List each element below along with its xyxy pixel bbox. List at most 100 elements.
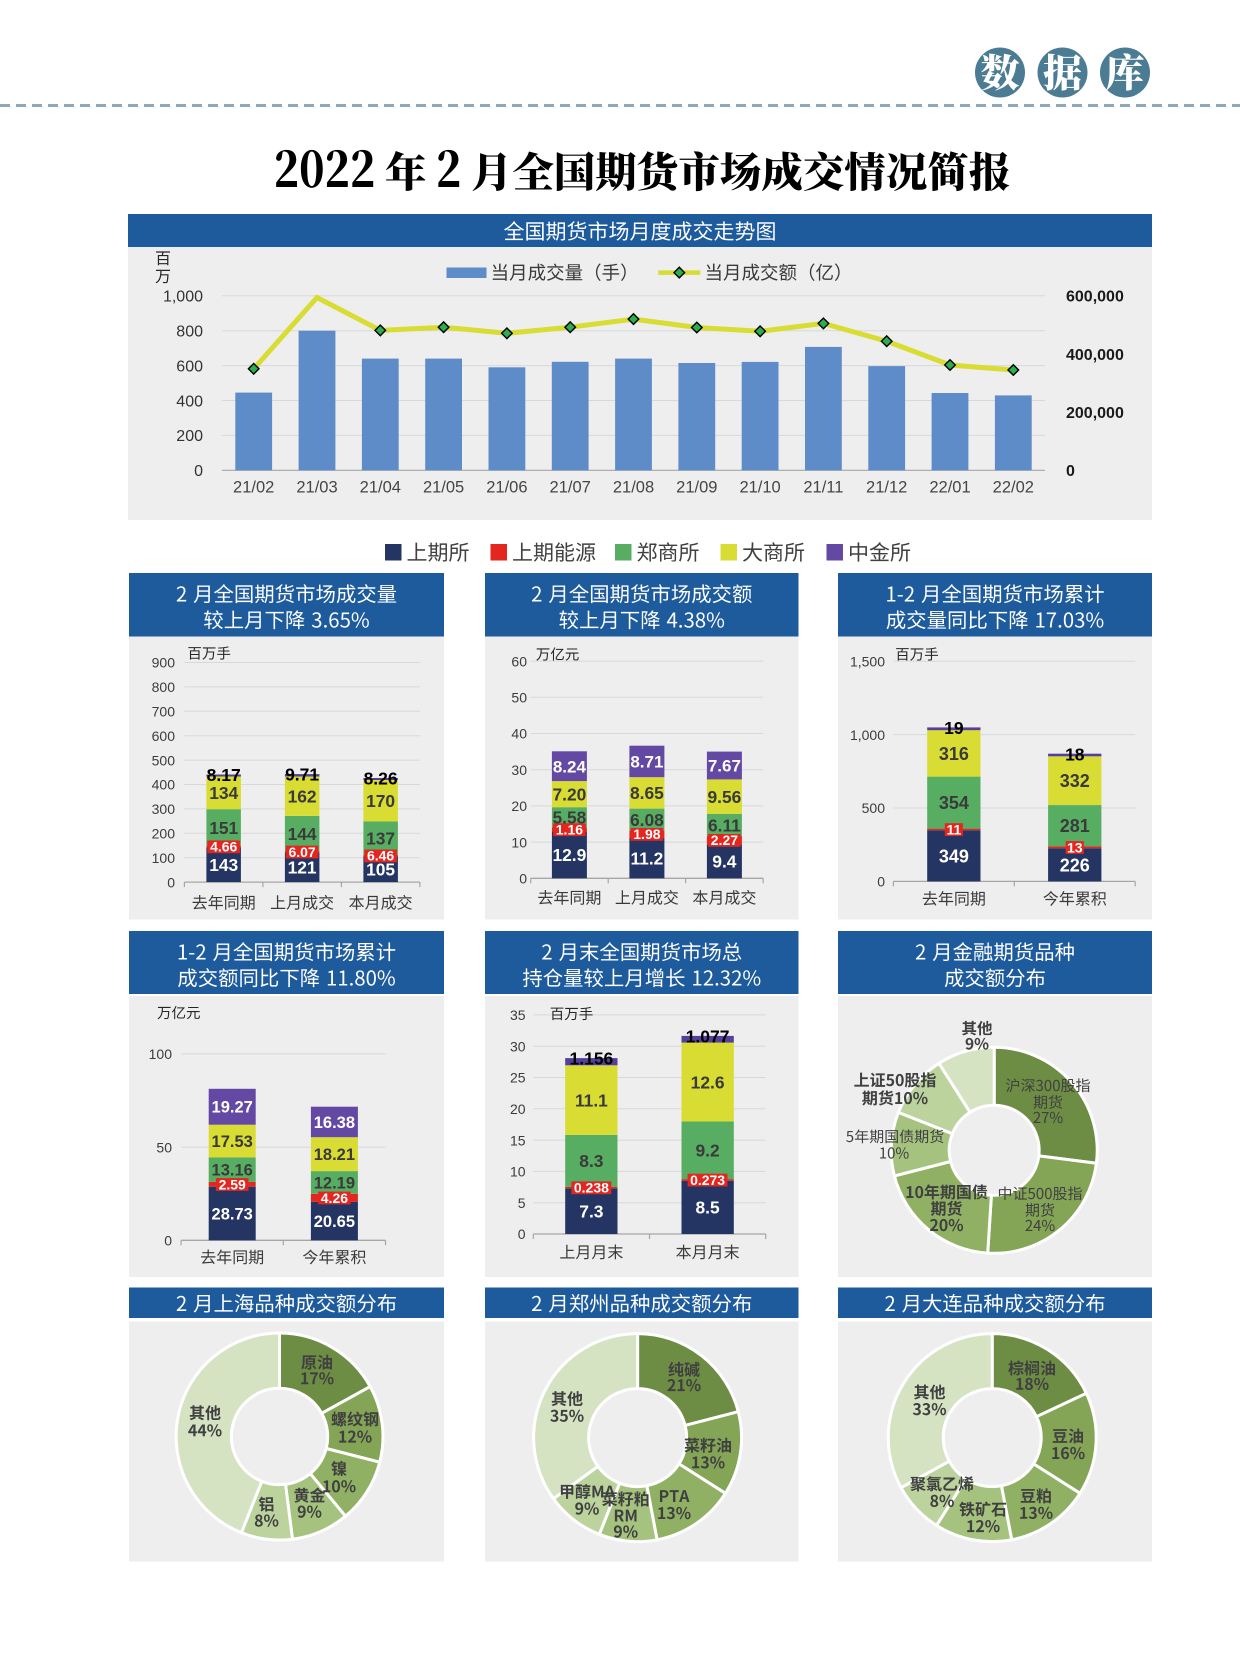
svg-text:11.2: 11.2 — [630, 848, 663, 868]
svg-text:0: 0 — [877, 874, 885, 890]
svg-text:121: 121 — [288, 858, 317, 878]
svg-text:8.3: 8.3 — [579, 1151, 604, 1171]
svg-text:349: 349 — [939, 846, 969, 866]
svg-text:12.6: 12.6 — [691, 1072, 725, 1092]
svg-text:0.238: 0.238 — [574, 1180, 609, 1196]
svg-text:354: 354 — [939, 793, 969, 813]
svg-text:9.4: 9.4 — [712, 852, 737, 872]
svg-text:22/01: 22/01 — [929, 479, 970, 497]
svg-text:6.11: 6.11 — [708, 815, 741, 835]
svg-text:12.19: 12.19 — [314, 1174, 355, 1192]
svg-text:9.2: 9.2 — [696, 1141, 720, 1161]
svg-text:8.5: 8.5 — [696, 1198, 721, 1218]
svg-text:28.73: 28.73 — [212, 1206, 253, 1224]
svg-text:25: 25 — [510, 1070, 526, 1086]
svg-text:332: 332 — [1060, 771, 1090, 791]
svg-text:21/02: 21/02 — [233, 479, 274, 497]
svg-text:1,000: 1,000 — [163, 289, 203, 306]
svg-text:4.66: 4.66 — [210, 839, 237, 855]
svg-text:0: 0 — [518, 1226, 526, 1242]
svg-text:17.53: 17.53 — [212, 1133, 253, 1151]
svg-text:0: 0 — [1066, 463, 1075, 480]
svg-text:30: 30 — [510, 1038, 526, 1054]
svg-text:0: 0 — [164, 1233, 172, 1249]
svg-text:500: 500 — [152, 752, 176, 768]
svg-text:60: 60 — [511, 653, 527, 669]
svg-text:19: 19 — [944, 718, 964, 738]
svg-text:50: 50 — [511, 690, 527, 706]
svg-text:1.98: 1.98 — [633, 826, 660, 842]
svg-text:800: 800 — [152, 679, 176, 695]
svg-text:21/04: 21/04 — [360, 479, 401, 497]
svg-text:7.20: 7.20 — [552, 784, 586, 804]
svg-text:10: 10 — [511, 834, 527, 850]
svg-text:40: 40 — [511, 726, 527, 742]
svg-text:8.71: 8.71 — [630, 753, 663, 772]
svg-text:21/11: 21/11 — [803, 479, 843, 497]
svg-text:5: 5 — [518, 1195, 526, 1211]
svg-text:281: 281 — [1060, 816, 1090, 836]
svg-text:15: 15 — [510, 1132, 526, 1148]
svg-text:1.156: 1.156 — [570, 1049, 614, 1069]
svg-text:105: 105 — [366, 860, 395, 880]
svg-text:21/10: 21/10 — [739, 479, 780, 497]
svg-text:0: 0 — [194, 463, 203, 480]
svg-text:21/08: 21/08 — [613, 479, 654, 497]
svg-text:30: 30 — [511, 762, 527, 778]
svg-text:20: 20 — [510, 1101, 526, 1117]
svg-text:170: 170 — [366, 791, 395, 811]
svg-text:800: 800 — [176, 324, 203, 341]
svg-text:200: 200 — [176, 428, 203, 445]
svg-text:143: 143 — [209, 855, 238, 875]
svg-text:400,000: 400,000 — [1066, 347, 1124, 364]
svg-text:2.59: 2.59 — [219, 1176, 246, 1192]
svg-text:4.26: 4.26 — [321, 1190, 348, 1206]
svg-text:11: 11 — [946, 821, 961, 837]
svg-text:9.56: 9.56 — [707, 787, 741, 807]
svg-text:35: 35 — [510, 1007, 526, 1023]
svg-text:6.08: 6.08 — [630, 810, 664, 830]
svg-text:13: 13 — [1067, 839, 1083, 855]
svg-text:1,000: 1,000 — [850, 727, 885, 743]
svg-text:137: 137 — [366, 829, 395, 849]
svg-text:316: 316 — [939, 744, 969, 764]
svg-text:200,000: 200,000 — [1066, 405, 1124, 422]
svg-text:16.38: 16.38 — [314, 1114, 355, 1132]
svg-text:162: 162 — [288, 787, 317, 807]
svg-text:20: 20 — [511, 798, 527, 814]
svg-text:8.24: 8.24 — [553, 757, 587, 776]
svg-text:19.27: 19.27 — [212, 1099, 253, 1117]
svg-text:11.1: 11.1 — [575, 1090, 608, 1110]
svg-text:21/09: 21/09 — [676, 479, 717, 497]
svg-text:100: 100 — [149, 1046, 173, 1062]
svg-text:12.9: 12.9 — [552, 845, 586, 865]
svg-text:200: 200 — [152, 826, 176, 842]
svg-text:144: 144 — [288, 824, 317, 844]
svg-text:900: 900 — [152, 655, 176, 671]
svg-text:18.21: 18.21 — [314, 1146, 355, 1164]
svg-text:600: 600 — [176, 358, 203, 375]
svg-text:7.3: 7.3 — [579, 1201, 604, 1221]
svg-text:134: 134 — [209, 783, 238, 803]
svg-text:100: 100 — [152, 850, 176, 866]
svg-text:151: 151 — [209, 818, 238, 838]
svg-text:1.077: 1.077 — [686, 1027, 730, 1047]
svg-text:300: 300 — [152, 801, 176, 817]
svg-text:1,500: 1,500 — [850, 653, 885, 669]
svg-text:13.16: 13.16 — [212, 1162, 253, 1180]
svg-text:400: 400 — [152, 777, 176, 793]
svg-text:2.27: 2.27 — [711, 832, 738, 848]
svg-text:1.16: 1.16 — [556, 822, 583, 838]
svg-text:21/06: 21/06 — [486, 479, 527, 497]
svg-text:400: 400 — [176, 393, 203, 410]
svg-text:600,000: 600,000 — [1066, 289, 1124, 306]
svg-text:6.07: 6.07 — [288, 844, 315, 860]
svg-text:22/02: 22/02 — [993, 479, 1034, 497]
svg-text:21/03: 21/03 — [296, 479, 337, 497]
svg-text:21/05: 21/05 — [423, 479, 464, 497]
svg-text:600: 600 — [152, 728, 176, 744]
svg-text:0: 0 — [519, 871, 527, 887]
svg-text:226: 226 — [1060, 855, 1090, 875]
svg-text:18: 18 — [1065, 744, 1085, 764]
svg-text:10: 10 — [510, 1164, 526, 1180]
